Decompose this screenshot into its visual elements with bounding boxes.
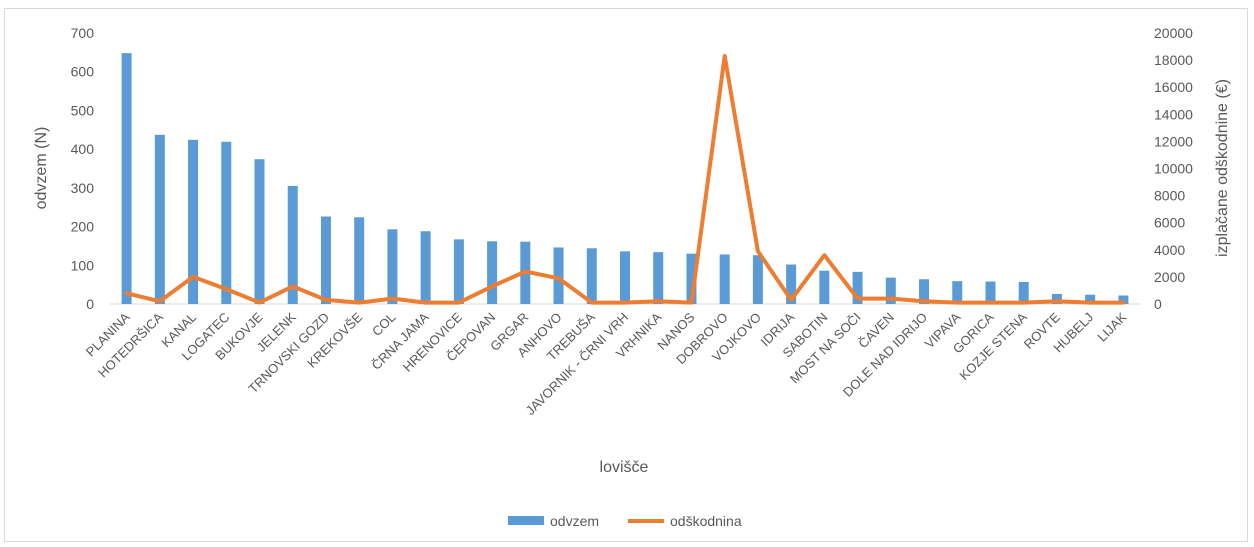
bar-7 xyxy=(354,217,365,304)
bar-22 xyxy=(852,271,863,304)
legend-label-odskodnina: odškodnina xyxy=(670,513,742,529)
bar-6 xyxy=(320,216,331,304)
y-right-tick-7: 14000 xyxy=(1154,106,1193,122)
bar-8 xyxy=(387,229,398,304)
bar-10 xyxy=(453,239,464,304)
bar-17 xyxy=(686,253,697,304)
bar-28 xyxy=(1051,293,1062,304)
bar-2 xyxy=(188,139,199,304)
x-axis-category-labels: PLANINAHOTEDRŠICAKANALLOGATECBUKOVJEJELE… xyxy=(83,309,1130,418)
bar-24 xyxy=(919,279,930,304)
y-right-tick-3: 6000 xyxy=(1154,215,1185,231)
bar-14 xyxy=(586,248,597,304)
bar-3 xyxy=(221,141,232,304)
y-axis-right-ticks: 0 2000 4000 6000 8000 10000 12000 14000 16000 180… xyxy=(1154,25,1193,312)
y-axis-right-title: izplačane odškodnine (€) xyxy=(1214,79,1231,257)
y-left-tick-3: 300 xyxy=(71,180,95,196)
bar-27 xyxy=(1018,281,1029,304)
bar-9 xyxy=(420,231,431,304)
y-right-tick-5: 10000 xyxy=(1154,161,1193,177)
bar-series-odvzem xyxy=(121,53,1129,305)
bar-0 xyxy=(121,53,132,305)
y-left-tick-0: 0 xyxy=(86,296,94,312)
y-right-tick-0: 0 xyxy=(1154,296,1162,312)
y-right-tick-4: 8000 xyxy=(1154,188,1185,204)
bar-20 xyxy=(786,264,797,304)
y-left-tick-4: 400 xyxy=(71,141,95,157)
bar-16 xyxy=(653,252,664,304)
legend: odvzem odškodnina xyxy=(508,513,742,529)
y-axis-left-title: odvzem (N) xyxy=(33,127,50,210)
y-right-tick-10: 20000 xyxy=(1154,25,1193,41)
y-left-tick-7: 700 xyxy=(71,25,95,41)
bar-30 xyxy=(1118,295,1129,304)
bar-13 xyxy=(553,247,564,304)
y-right-tick-6: 12000 xyxy=(1154,133,1193,149)
bar-5 xyxy=(287,185,298,304)
bar-25 xyxy=(952,281,963,304)
bar-4 xyxy=(254,159,265,304)
bar-29 xyxy=(1085,294,1096,304)
legend-swatch-odvzem xyxy=(508,516,544,525)
category-label-30: LIJAK xyxy=(1094,309,1129,344)
y-left-tick-5: 500 xyxy=(71,102,95,118)
bar-23 xyxy=(885,277,896,304)
bar-26 xyxy=(985,281,996,304)
bar-19 xyxy=(752,255,763,304)
y-right-tick-8: 16000 xyxy=(1154,79,1193,95)
bar-11 xyxy=(487,241,498,304)
line-series-odskodnina xyxy=(124,54,1126,305)
y-right-tick-1: 2000 xyxy=(1154,269,1185,285)
y-right-tick-9: 18000 xyxy=(1154,52,1193,68)
y-left-tick-2: 200 xyxy=(71,219,95,235)
category-label-8: COL xyxy=(369,310,399,340)
y-left-tick-6: 600 xyxy=(71,64,95,80)
legend-label-odvzem: odvzem xyxy=(550,513,599,529)
y-axis-left-ticks: 0 100 200 300 400 500 600 700 xyxy=(71,25,95,312)
bar-15 xyxy=(620,251,630,304)
x-axis-title: lovišče xyxy=(600,459,649,476)
bar-1 xyxy=(154,134,165,304)
y-left-tick-1: 100 xyxy=(71,257,95,273)
y-right-tick-2: 4000 xyxy=(1154,242,1185,258)
bar-21 xyxy=(819,270,830,304)
bar-18 xyxy=(719,254,730,304)
